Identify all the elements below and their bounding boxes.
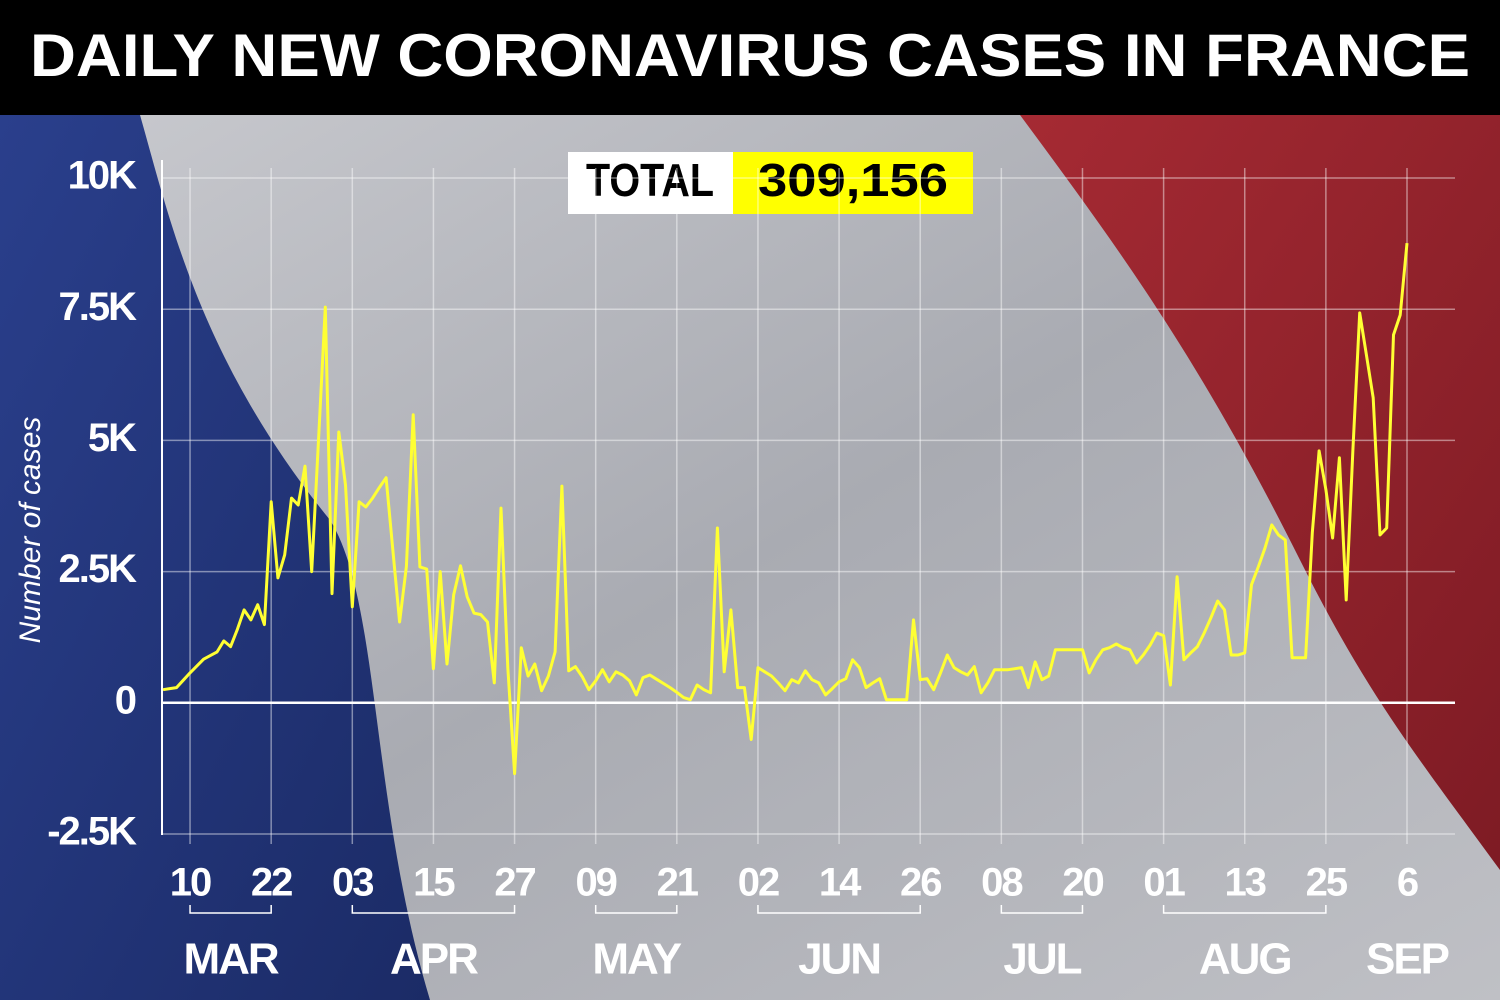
month-bracket <box>757 905 921 914</box>
y-tick-label: 0 <box>115 678 136 722</box>
y-axis-label: Number of cases <box>14 417 47 644</box>
data-line <box>162 242 1409 776</box>
x-tick-label: 08 <box>981 861 1023 905</box>
x-tick-label: 09 <box>575 861 616 905</box>
month-bracket <box>189 905 272 914</box>
title-bar <box>0 0 1500 115</box>
y-tick-label: 5K <box>88 416 137 460</box>
x-tick-label: 20 <box>1062 861 1103 905</box>
y-tick-label: -2.5K <box>47 810 137 854</box>
x-tick-label: 10 <box>170 861 211 905</box>
month-label: SEP <box>1366 935 1449 984</box>
flag-red <box>1020 115 1500 870</box>
x-tick-label: 6 <box>1397 861 1418 905</box>
month-label: APR <box>390 935 478 984</box>
x-tick-label: 25 <box>1306 861 1348 905</box>
x-tick-label: 14 <box>819 861 862 905</box>
y-tick-label: 10K <box>68 154 137 198</box>
x-tick-label: 26 <box>900 861 941 905</box>
month-label: AUG <box>1199 935 1291 984</box>
month-bracket <box>1162 905 1327 914</box>
month-label: JUN <box>798 935 880 984</box>
month-label: MAY <box>592 935 681 984</box>
month-label: MAR <box>184 935 279 984</box>
x-tick-label: 02 <box>738 861 779 905</box>
total-value: 309,156 <box>758 154 948 206</box>
total-label-box <box>568 152 733 214</box>
x-tick-label: 13 <box>1224 861 1265 905</box>
x-tick-label: 21 <box>657 861 699 905</box>
x-tick-label: 15 <box>413 861 455 905</box>
total-value-box <box>733 152 973 214</box>
x-tick-label: 22 <box>251 861 292 905</box>
month-label: JUL <box>1003 935 1081 984</box>
chart-title: DAILY NEW CORONAVIRUS CASES IN FRANCE <box>30 22 1470 89</box>
y-tick-label: 7.5K <box>59 285 138 329</box>
month-bracket <box>1000 905 1084 914</box>
x-tick-label: 01 <box>1143 861 1185 905</box>
x-tick-label: 27 <box>494 861 535 905</box>
total-label: TOTAL <box>586 154 714 206</box>
x-tick-label: 03 <box>332 861 373 905</box>
month-bracket <box>594 905 678 914</box>
month-bracket <box>351 905 516 914</box>
y-tick-label: 2.5K <box>59 547 138 591</box>
flag-blue <box>0 115 430 1000</box>
